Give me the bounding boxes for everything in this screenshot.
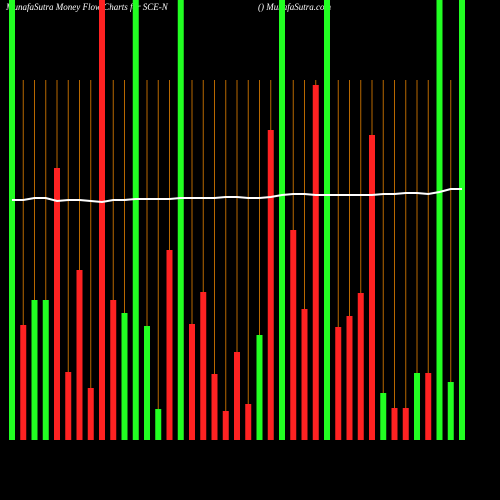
bar <box>391 408 398 440</box>
bar <box>166 250 173 440</box>
bar <box>357 293 364 440</box>
bar <box>121 313 128 440</box>
bar <box>425 373 432 440</box>
bar <box>335 327 342 440</box>
bar <box>87 388 94 440</box>
bar <box>380 393 387 440</box>
bar <box>65 372 72 440</box>
bar <box>110 300 117 440</box>
chart-subtitle: () MunafaSutra.com <box>258 2 331 12</box>
bar <box>177 0 184 440</box>
bar <box>211 374 218 440</box>
bar <box>256 335 263 440</box>
bar <box>436 0 443 440</box>
bar <box>189 324 195 440</box>
bar <box>76 270 83 440</box>
bar <box>31 300 38 440</box>
bar <box>9 0 15 440</box>
bar <box>346 316 353 440</box>
bar <box>324 0 330 440</box>
bar <box>132 0 139 440</box>
bar <box>267 130 274 440</box>
bar <box>99 0 105 440</box>
bar <box>234 352 240 440</box>
bar <box>20 325 27 440</box>
bar <box>279 0 285 440</box>
bar <box>369 135 375 440</box>
bar <box>54 168 60 440</box>
chart-title: MunafaSutra Money Flow Charts for SCE-N <box>5 2 169 12</box>
bar <box>312 85 319 440</box>
money-flow-line <box>12 188 462 204</box>
bar <box>459 0 465 440</box>
bar <box>200 292 207 440</box>
bar <box>301 309 308 440</box>
bar <box>414 373 420 440</box>
bar <box>155 409 162 440</box>
bar <box>290 230 297 440</box>
bar <box>245 404 252 440</box>
bar <box>42 300 49 440</box>
bar <box>144 326 150 440</box>
bar <box>402 408 409 440</box>
bar <box>447 382 454 440</box>
bar <box>222 411 229 440</box>
